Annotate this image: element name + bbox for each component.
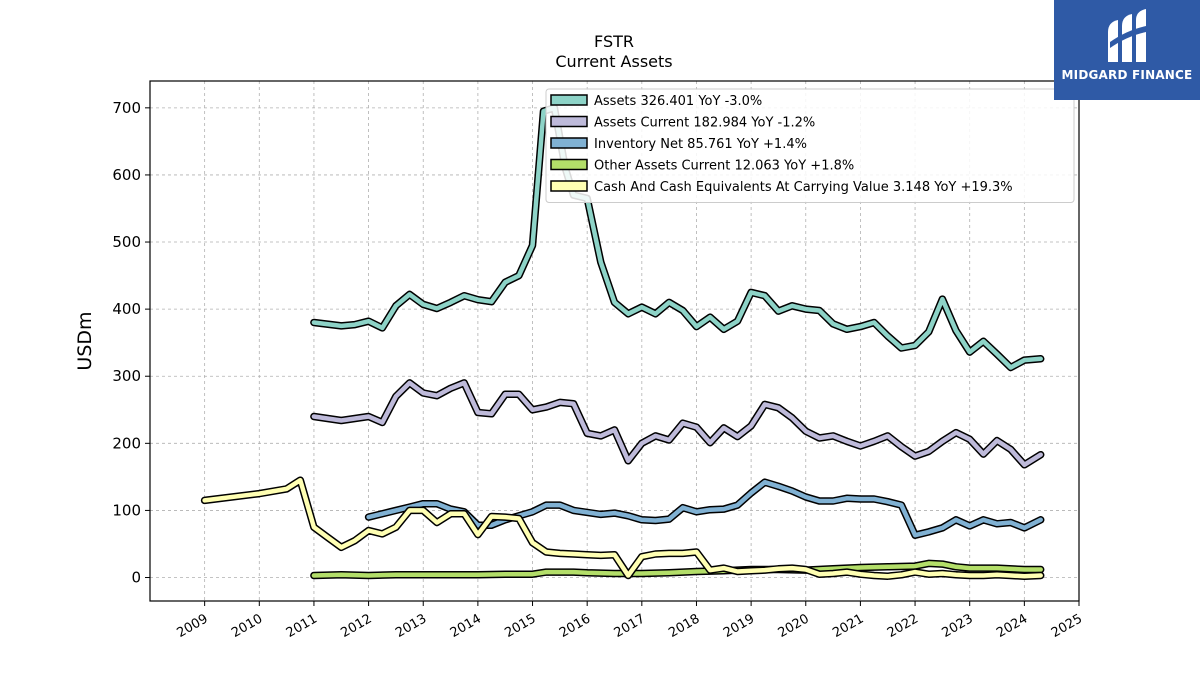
- legend-swatch-assets: [550, 94, 588, 106]
- y-axis-label: USDm: [74, 311, 96, 370]
- y-tick-label: 0: [131, 569, 141, 587]
- legend-label-assets-current: Assets Current 182.984 YoY -1.2%: [594, 116, 815, 131]
- logo-text: MIDGARD FINANCE: [1061, 68, 1193, 82]
- legend-swatch-cash-and-cash-equivalents-at-carrying-value: [550, 180, 588, 192]
- series-lines: [200, 104, 1045, 580]
- chart-subtitle: Current Assets: [555, 52, 672, 71]
- series-line-other-assets-current: [311, 561, 1043, 578]
- x-tick-label: 2012: [338, 611, 374, 641]
- x-axis-ticks: 2009 2010 2011 2012 2013 2014 2015 2016 2017 2018…: [174, 601, 1085, 641]
- midgard-finance-logo: MIDGARD FINANCE: [1054, 0, 1200, 100]
- legend-swatch-inventory-net: [550, 137, 588, 149]
- series-line-assets: [311, 105, 1043, 370]
- plot-frame: [149, 80, 1080, 602]
- series-line-cash-and-cash-equivalents-at-carrying-value: [202, 477, 1043, 579]
- x-tick-label: 2021: [830, 611, 866, 641]
- y-tick-label: 200: [112, 434, 141, 452]
- series-line-assets-current: [311, 380, 1043, 468]
- x-tick-label: 2024: [994, 611, 1030, 641]
- x-tick-label: 2013: [393, 611, 429, 641]
- legend-frame: [545, 88, 1075, 203]
- x-tick-label: 2023: [940, 611, 976, 641]
- x-tick-label: 2010: [229, 611, 265, 641]
- x-tick-label: 2009: [174, 611, 210, 641]
- legend-label-inventory-net: Inventory Net 85.761 YoY +1.4%: [594, 137, 807, 152]
- series-line-inventory-net: [366, 479, 1043, 538]
- x-tick-label: 2019: [721, 611, 757, 641]
- y-tick-label: 600: [112, 166, 141, 184]
- y-tick-label: 100: [112, 501, 141, 519]
- x-tick-label: 2022: [885, 611, 921, 641]
- x-tick-label: 2020: [776, 611, 812, 641]
- legend: Assets 326.401 YoY -3.0% Assets Current 1…: [545, 88, 1075, 203]
- x-tick-label: 2025: [1049, 611, 1085, 641]
- legend-label-other-assets-current: Other Assets Current 12.063 YoY +1.8%: [594, 159, 854, 174]
- x-tick-label: 2014: [448, 611, 484, 641]
- x-tick-label: 2011: [284, 611, 320, 641]
- y-tick-label: 300: [112, 367, 141, 385]
- legend-swatch-assets-current: [550, 115, 588, 128]
- y-axis-ticks: 0 100 200 300 400 500 600 700: [112, 99, 150, 587]
- x-tick-label: 2015: [502, 611, 538, 641]
- legend-label-cash-and-cash-equivalents-at-carrying-value: Cash And Cash Equivalents At Carrying Va…: [594, 180, 1013, 195]
- chart-title: FSTR: [594, 32, 634, 51]
- y-tick-label: 700: [112, 99, 141, 117]
- x-tick-label: 2016: [557, 611, 593, 641]
- y-tick-label: 500: [112, 233, 141, 251]
- x-tick-label: 2017: [612, 611, 648, 641]
- logo-mark-icon: [1108, 9, 1146, 62]
- y-tick-label: 400: [112, 300, 141, 318]
- x-tick-label: 2018: [666, 611, 702, 641]
- legend-swatch-other-assets-current: [550, 158, 588, 171]
- legend-label-assets: Assets 326.401 YoY -3.0%: [594, 94, 762, 109]
